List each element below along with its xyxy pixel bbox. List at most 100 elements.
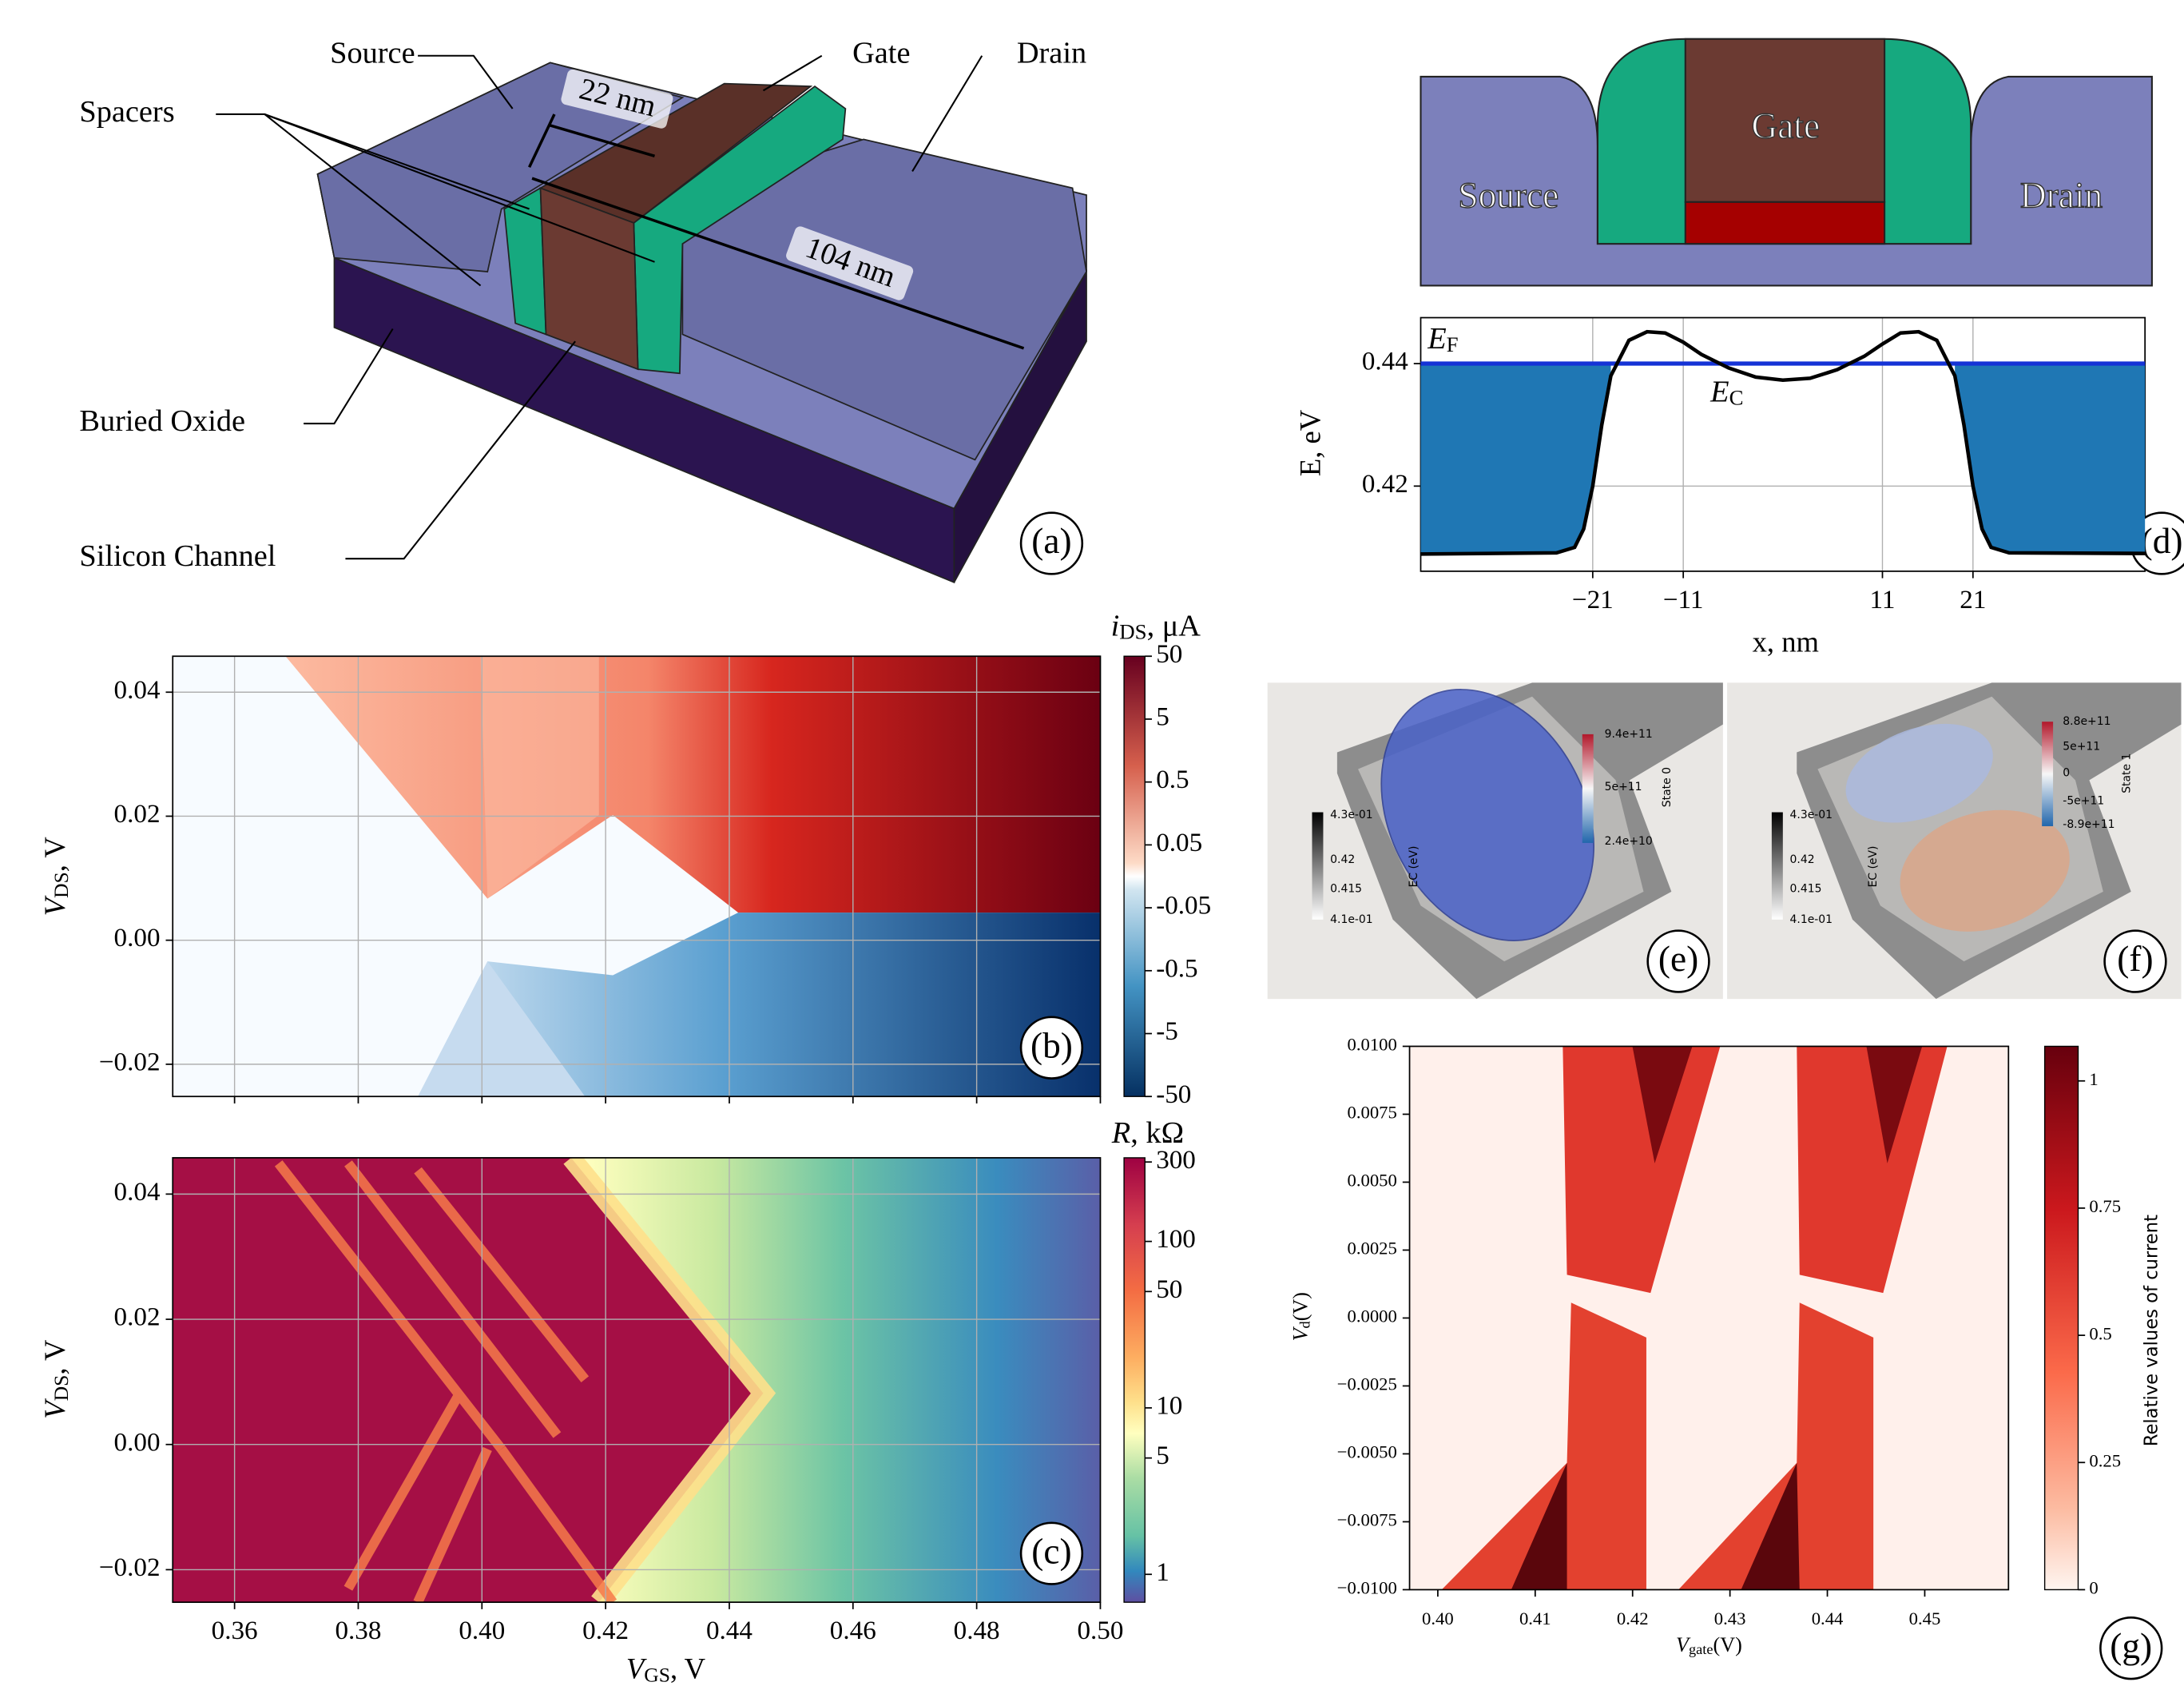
y-tick-label: 0.00 — [114, 923, 161, 952]
y-axis-label-part: , V — [39, 837, 72, 873]
panel-tag-circle — [1019, 511, 1084, 575]
colorbar-label: 0.415 — [1790, 882, 1822, 895]
x-axis-label: VGS, V — [626, 1652, 706, 1687]
x-tick-label: 0.44 — [706, 1616, 752, 1645]
dimension-arrows — [528, 113, 1025, 350]
panel-tag: (f) — [2117, 939, 2153, 979]
x-tick-label: 0.40 — [459, 1616, 505, 1645]
x-tick-label: 0.40 — [1422, 1608, 1454, 1628]
colorbar-tick-label: 100 — [1156, 1224, 1196, 1254]
colorbar-tick-label: -0.5 — [1156, 953, 1197, 983]
panel-tag-circle — [1019, 1521, 1084, 1585]
colorbar-tick-label: 0.75 — [2089, 1196, 2121, 1216]
label: Source — [1458, 176, 1559, 216]
colorbar-label: 4.1e-01 — [1790, 913, 1833, 926]
series-label-part: C — [1729, 385, 1744, 409]
label: Drain — [1017, 37, 1086, 70]
x-tick-label: 0.50 — [1077, 1616, 1123, 1645]
colorbar-tick-label: 0.25 — [2089, 1450, 2121, 1470]
colorbar — [2043, 1045, 2079, 1591]
colorbar-title: iDS, μA — [1111, 609, 1201, 643]
colorbar-label: 5e+11 — [2063, 741, 2100, 754]
label: Gate — [852, 37, 910, 70]
device-3d — [316, 62, 1087, 584]
colorbar-tick-label: 0.5 — [1156, 765, 1189, 794]
colorbar-tick-label: 0 — [2089, 1578, 2098, 1598]
x-tick-label: 0.42 — [582, 1616, 629, 1645]
y-axis-label: VDS, V — [39, 837, 73, 917]
y-tick-label: 0.02 — [114, 1302, 161, 1332]
y-tick-label: 0.04 — [114, 1177, 161, 1207]
colorbar-tick-label: 0.5 — [2089, 1323, 2111, 1343]
colorbar-label: 4.1e-01 — [1330, 913, 1373, 926]
panel-tag: (d) — [2141, 521, 2183, 561]
x-tick-label: 11 — [1870, 585, 1896, 614]
label: Gate — [1752, 106, 1821, 146]
colorbar-label: 0.415 — [1330, 882, 1362, 895]
colorbar-tick-label: -5 — [1156, 1016, 1178, 1046]
colorbar-title-part: R — [1111, 1116, 1130, 1150]
colorbar-tick-label: -50 — [1156, 1080, 1191, 1109]
series-label: EF — [1427, 322, 1458, 356]
panel-tag-circle — [2103, 929, 2167, 993]
colorbar-label: -5e+11 — [2063, 795, 2104, 808]
panel-tag: (a) — [1031, 521, 1071, 561]
colorbar-label: 4.3e-01 — [1330, 809, 1373, 821]
y-axis-label-part: V — [39, 895, 72, 916]
heatmap-image — [1409, 1046, 2009, 1590]
colorbar — [1123, 655, 1146, 1097]
label: Silicon Channel — [79, 539, 276, 573]
colorbar — [1123, 1157, 1146, 1603]
colorbar-tick-label: 0.05 — [1156, 828, 1202, 857]
colorbar-title: State 1 — [2121, 754, 2134, 793]
render-e — [1267, 682, 1723, 1000]
x-tick-label: −21 — [1572, 585, 1614, 614]
colorbar-label: 0 — [2063, 767, 2070, 780]
colorbar-label: 8.8e+11 — [2063, 715, 2111, 728]
y-tick-label: 0.04 — [114, 675, 161, 705]
series-label-part: E — [1709, 375, 1729, 408]
panel-tag: (g) — [2110, 1626, 2152, 1666]
colorbar-label: 9.4e+11 — [1605, 728, 1653, 741]
x-tick-label: 0.48 — [954, 1616, 1000, 1645]
y-axis-label: VDS, V — [39, 1339, 73, 1419]
colorbar-label: 0.42 — [1790, 853, 1815, 866]
panel-tag-circle — [2099, 1616, 2163, 1680]
x-axis-label-part: V — [1676, 1633, 1691, 1656]
colorbar-title: EC (eV) — [1867, 846, 1880, 888]
panel-a-labels: Source Gate Drain Spacers Buried Oxide S… — [79, 37, 1086, 573]
y-tick-label: −0.0025 — [1337, 1374, 1397, 1394]
panel-tag-circle — [1646, 929, 1710, 993]
y-axis-label-part: DS — [50, 872, 73, 898]
heatmap-image — [173, 656, 1101, 1097]
x-axis-label: x, nm — [1753, 626, 1819, 658]
colorbar-tick-label: 50 — [1156, 1274, 1182, 1304]
x-tick-label: 0.42 — [1617, 1608, 1649, 1628]
y-tick-label: −0.0075 — [1337, 1510, 1397, 1530]
y-tick-label: −0.0100 — [1337, 1578, 1397, 1598]
fermi-sea-fill — [1420, 364, 1611, 555]
x-axis-label-part: (V) — [1713, 1633, 1741, 1656]
y-tick-label: 0.0100 — [1348, 1035, 1397, 1055]
colorbar-title: Relative values of current — [2141, 1215, 2162, 1446]
colorbar-title-part: , μA — [1147, 609, 1201, 642]
colorbar-label: 5e+11 — [1605, 781, 1642, 793]
axes-frame — [172, 655, 1102, 1098]
y-axis-label-part: , V — [39, 1339, 72, 1375]
colorbar-label: 4.3e-01 — [1790, 809, 1833, 821]
x-axis-label-part: gate — [1689, 1641, 1713, 1657]
x-tick-label: 0.43 — [1714, 1608, 1746, 1628]
y-tick-label: −0.0050 — [1337, 1442, 1397, 1462]
y-tick-label: 0.0075 — [1348, 1103, 1397, 1123]
colorbar-tick-label: 300 — [1156, 1145, 1196, 1175]
colorbar-tick-label: 1 — [1156, 1557, 1169, 1587]
x-tick-label: 0.45 — [1909, 1608, 1941, 1628]
render-f — [1727, 682, 2182, 1000]
series-label-part: F — [1447, 332, 1459, 356]
colorbar-title: R, kΩ — [1111, 1116, 1184, 1150]
panel-tag: (c) — [1031, 1531, 1071, 1571]
panel-tag: (e) — [1658, 939, 1698, 979]
colorbar-title: EC (eV) — [1408, 846, 1420, 888]
